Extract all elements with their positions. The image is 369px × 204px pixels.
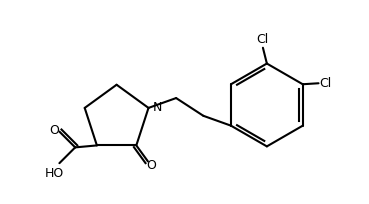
Text: O: O	[49, 124, 59, 137]
Text: Cl: Cl	[256, 33, 268, 46]
Text: O: O	[146, 159, 156, 172]
Text: N: N	[152, 101, 162, 114]
Text: HO: HO	[45, 167, 64, 180]
Text: Cl: Cl	[320, 77, 332, 90]
